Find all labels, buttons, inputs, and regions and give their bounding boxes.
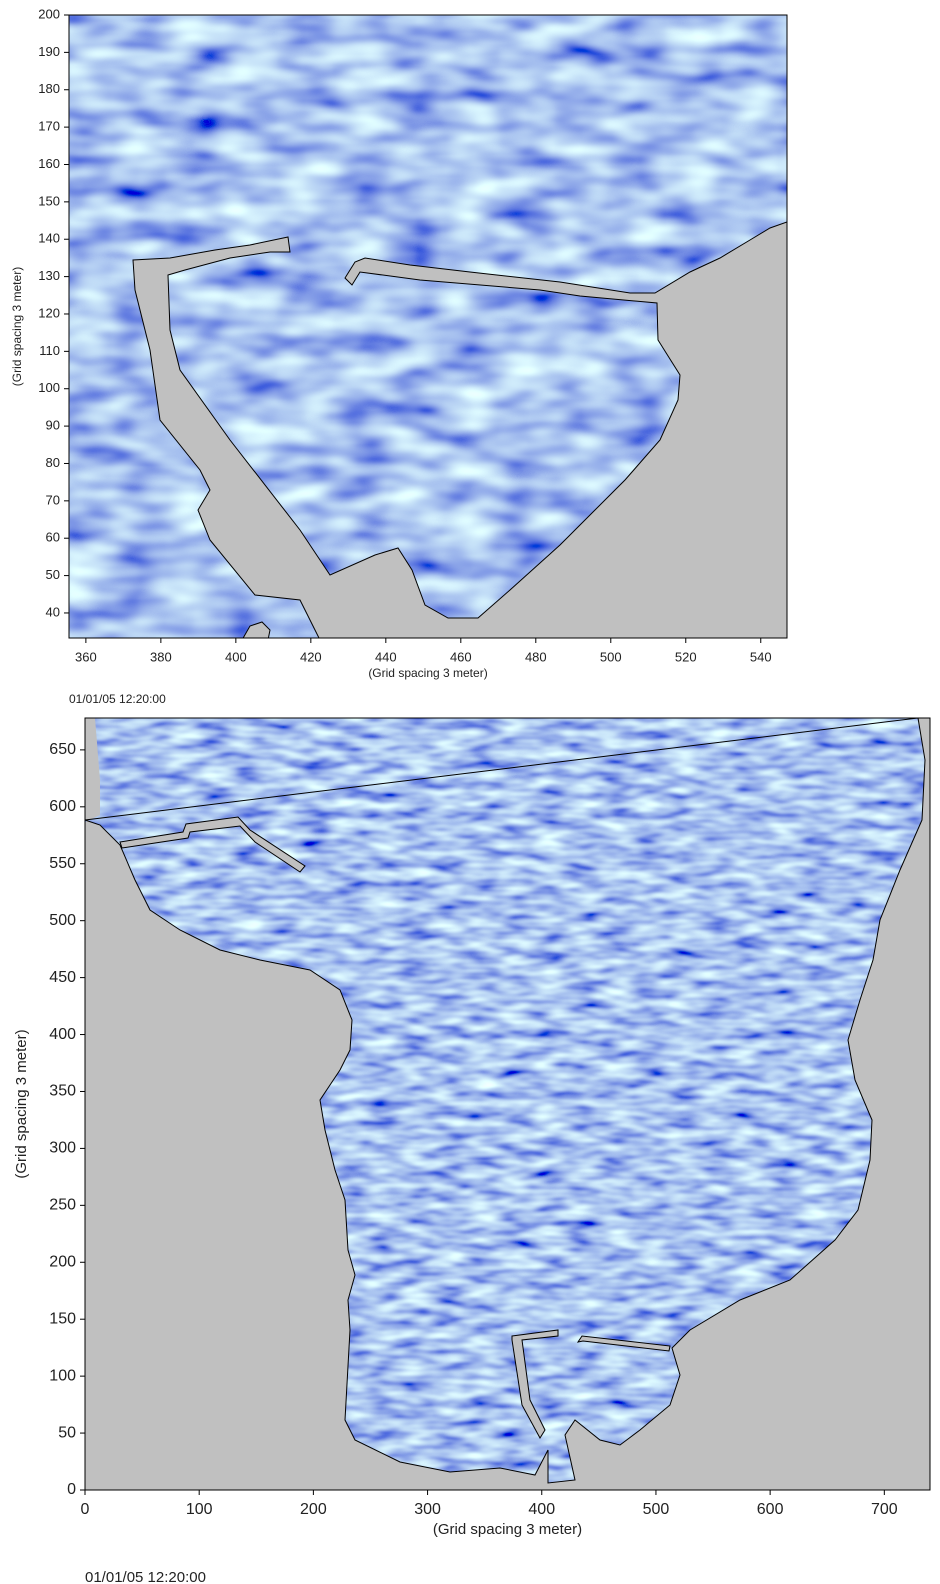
map-panel bbox=[84, 717, 930, 1490]
y-tick-label: 40 bbox=[46, 604, 60, 619]
y-tick-label: 550 bbox=[49, 855, 76, 872]
x-tick-label: 520 bbox=[675, 649, 697, 664]
x-tick-label: 300 bbox=[414, 1501, 441, 1518]
islet bbox=[242, 621, 271, 638]
x-tick-label: 700 bbox=[871, 1501, 898, 1518]
y-tick-label: 80 bbox=[46, 455, 60, 470]
y-tick-label: 120 bbox=[38, 305, 60, 320]
y-tick-label: 250 bbox=[49, 1197, 76, 1214]
timestamp: 01/01/05 12:20:00 bbox=[85, 1569, 206, 1584]
y-tick-label: 400 bbox=[49, 1026, 76, 1043]
x-tick-label: 400 bbox=[225, 649, 247, 664]
x-axis-label: (Grid spacing 3 meter) bbox=[368, 666, 487, 680]
timestamp: 01/01/05 12:20:00 bbox=[69, 692, 166, 706]
x-tick-label: 100 bbox=[186, 1501, 213, 1518]
plot-frame bbox=[84, 717, 931, 1491]
y-tick-label: 50 bbox=[58, 1424, 76, 1441]
y-tick-label: 60 bbox=[46, 530, 60, 545]
y-tick-label: 600 bbox=[49, 798, 76, 815]
y-tick-label: 130 bbox=[38, 268, 60, 283]
breakwater bbox=[119, 816, 306, 873]
y-tick-label: 0 bbox=[67, 1481, 76, 1498]
y-tick-label: 160 bbox=[38, 156, 60, 171]
x-axis-label: (Grid spacing 3 meter) bbox=[433, 1521, 582, 1538]
x-tick-label: 440 bbox=[375, 649, 397, 664]
y-tick-label: 200 bbox=[49, 1253, 76, 1270]
y-tick-label: 200 bbox=[38, 6, 60, 21]
x-tick-label: 500 bbox=[600, 649, 622, 664]
x-tick-label: 600 bbox=[757, 1501, 784, 1518]
land bbox=[132, 221, 787, 638]
y-tick-label: 170 bbox=[38, 119, 60, 134]
x-tick-label: 400 bbox=[528, 1501, 555, 1518]
y-tick-label: 90 bbox=[46, 418, 60, 433]
y-tick-label: 150 bbox=[38, 193, 60, 208]
y-tick-label: 350 bbox=[49, 1083, 76, 1100]
y-tick-label: 300 bbox=[49, 1140, 76, 1157]
x-tick-label: 360 bbox=[75, 649, 97, 664]
x-tick-label: 500 bbox=[643, 1501, 670, 1518]
map-panel bbox=[69, 15, 787, 638]
plot-frame bbox=[68, 14, 788, 639]
y-tick-label: 100 bbox=[49, 1367, 76, 1384]
x-tick-label: 540 bbox=[750, 649, 772, 664]
breakwater bbox=[511, 1329, 559, 1439]
y-tick-label: 100 bbox=[38, 380, 60, 395]
y-tick-label: 110 bbox=[39, 343, 60, 358]
y-tick-label: 50 bbox=[46, 567, 60, 582]
x-tick-label: 200 bbox=[300, 1501, 327, 1518]
y-tick-label: 70 bbox=[46, 492, 60, 507]
y-tick-label: 650 bbox=[49, 741, 76, 758]
y-tick-label: 450 bbox=[49, 969, 76, 986]
x-tick-label: 480 bbox=[525, 649, 547, 664]
y-axis-label: (Grid spacing 3 meter) bbox=[10, 267, 24, 386]
y-tick-label: 140 bbox=[38, 231, 60, 246]
x-tick-label: 0 bbox=[81, 1501, 90, 1518]
breakwater bbox=[576, 1335, 671, 1352]
coastline bbox=[84, 717, 926, 1484]
x-tick-label: 460 bbox=[450, 649, 472, 664]
y-tick-label: 190 bbox=[38, 44, 60, 59]
x-tick-label: 420 bbox=[300, 649, 322, 664]
x-tick-label: 380 bbox=[150, 649, 172, 664]
y-tick-label: 150 bbox=[49, 1310, 76, 1327]
y-tick-label: 180 bbox=[38, 81, 60, 96]
y-tick-label: 500 bbox=[49, 912, 76, 929]
y-axis-label: (Grid spacing 3 meter) bbox=[13, 1029, 30, 1178]
